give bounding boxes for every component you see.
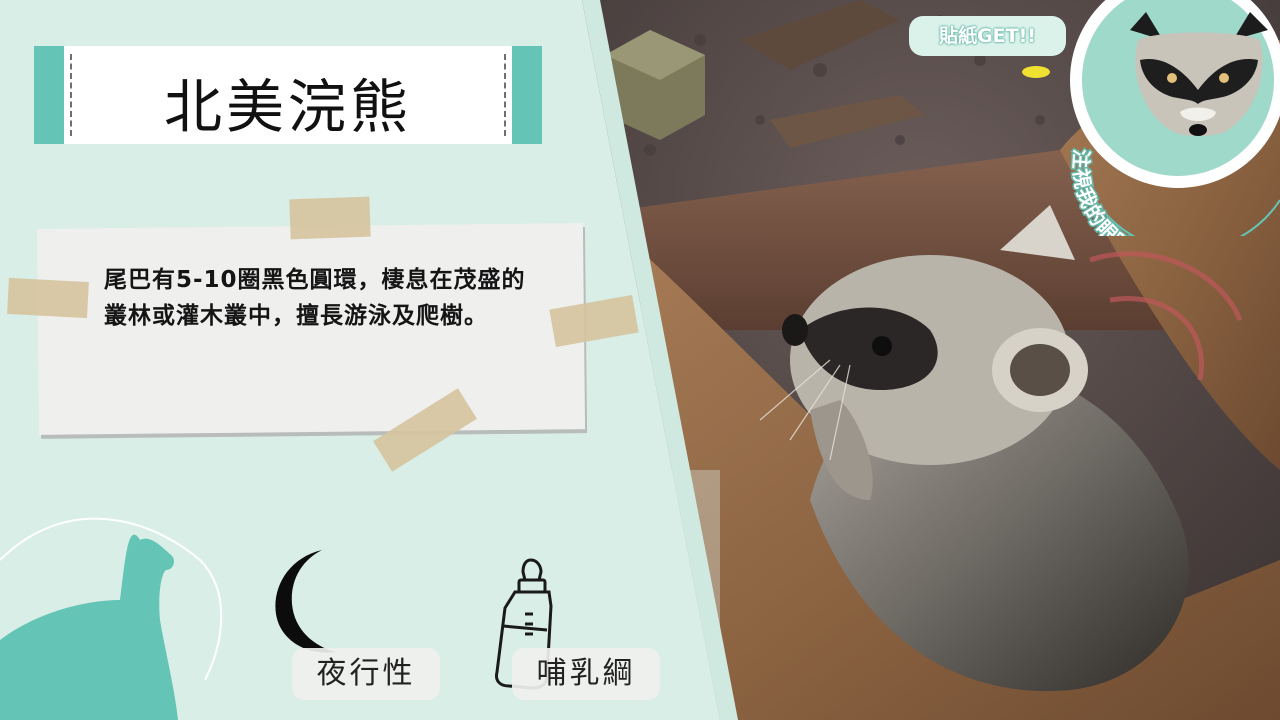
description-text: 尾巴有5-10圈黑色圓環，棲息在茂盛的叢林或灌木叢中，擅長游泳及爬樹。: [104, 267, 526, 329]
tag-nocturnal: 夜行性: [292, 648, 440, 700]
tag-mammal: 哺乳綱: [512, 648, 660, 700]
tag-nocturnal-label: 夜行性: [316, 656, 416, 691]
crescent-moon-icon: [275, 550, 336, 653]
sticker-badge: 注視我的眼睛!: [1068, 0, 1280, 236]
raccoon-face-icon: [1130, 12, 1268, 136]
animal-name: 北美浣熊: [163, 73, 412, 141]
title-banner: 北美浣熊: [34, 46, 542, 144]
tape-top: [289, 196, 371, 240]
tape-left: [7, 277, 89, 319]
sticker-get-pill: 貼紙GET!!: [909, 16, 1066, 56]
tag-mammal-label: 哺乳綱: [536, 656, 636, 691]
